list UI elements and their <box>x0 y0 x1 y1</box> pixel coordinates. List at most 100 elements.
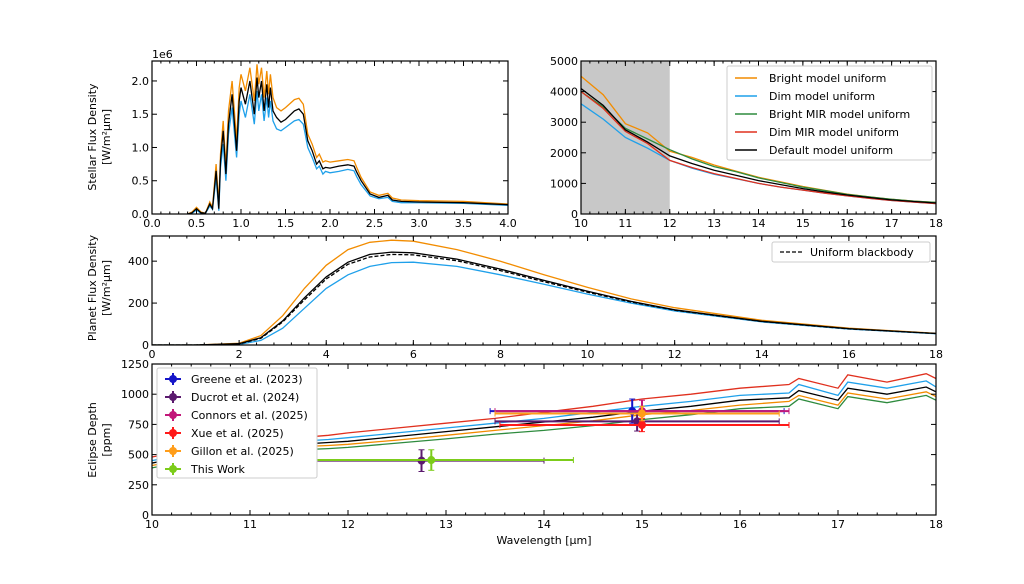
y-tick-label: 5000 <box>550 55 578 68</box>
x-tick-label: 16 <box>733 518 747 531</box>
y-tick-label: 0 <box>571 208 578 221</box>
x-tick-label: 1.5 <box>277 217 295 230</box>
legend-label: Xue et al. (2025) <box>191 427 284 440</box>
x-tick-label: 14 <box>755 348 769 361</box>
x-tick-label: 2.5 <box>366 217 384 230</box>
planet-ylabel-1: Planet Flux Density <box>86 234 99 341</box>
series-line-4 <box>581 87 936 204</box>
legend-box <box>156 367 318 479</box>
eclipse-xlabel: Wavelength [μm] <box>496 534 591 547</box>
legend-label: This Work <box>190 463 245 476</box>
x-tick-label: 8 <box>497 348 504 361</box>
plot-area <box>581 75 936 205</box>
x-tick-label: 15 <box>635 518 649 531</box>
y-tick-label: 1250 <box>121 358 149 371</box>
planet-ylabel-2: [W/m²μm] <box>100 260 113 316</box>
x-tick-label: 10 <box>581 348 595 361</box>
x-tick-label: 14 <box>537 518 551 531</box>
series-line-2 <box>187 77 508 214</box>
x-tick-label: 3.5 <box>455 217 473 230</box>
legend-label: Greene et al. (2023) <box>191 373 303 386</box>
legend-label: Uniform blackbody <box>810 246 914 259</box>
x-tick-label: 2.0 <box>321 217 339 230</box>
legend-label: Dim MIR model uniform <box>769 126 899 139</box>
series-line-0 <box>152 239 936 345</box>
x-tick-label: 0.5 <box>188 217 206 230</box>
y-tick-label: 1.0 <box>132 141 150 154</box>
x-tick-label: 17 <box>831 518 845 531</box>
x-tick-label: 12 <box>341 518 355 531</box>
y-tick-label: 500 <box>128 449 149 462</box>
legend-marker <box>169 411 177 419</box>
eclipse-ylabel-2: [ppm] <box>100 423 113 456</box>
x-tick-label: 12 <box>663 217 677 230</box>
y-tick-label: 200 <box>128 297 149 310</box>
legend-box <box>771 241 931 263</box>
legend-marker <box>169 465 177 473</box>
y-tick-label: 250 <box>128 479 149 492</box>
y-tick-label: 3000 <box>550 116 578 129</box>
stellar-scale-label: 1e6 <box>152 48 173 61</box>
legend-label: Connors et al. (2025) <box>191 409 308 422</box>
x-tick-label: 13 <box>439 518 453 531</box>
x-tick-label: 16 <box>842 348 856 361</box>
legend-marker <box>169 393 177 401</box>
legend-label: Default model uniform <box>769 144 893 157</box>
x-tick-label: 18 <box>929 217 943 230</box>
legend-label: Ducrot et al. (2024) <box>191 391 299 404</box>
x-tick-label: 0.0 <box>143 217 161 230</box>
x-tick-label: 11 <box>243 518 257 531</box>
legend-marker <box>169 447 177 455</box>
legend-label: Bright model uniform <box>769 72 886 85</box>
y-tick-label: 1000 <box>121 388 149 401</box>
series-line-3 <box>581 91 936 205</box>
eclipse-depth-panel: 10 11 12 13 14 15 16 17 18 0 250 500 750 1000 1250 Gree… <box>121 358 943 531</box>
series-line-3 <box>152 253 936 345</box>
x-tick-label: 15 <box>796 217 810 230</box>
x-tick-label: 11 <box>618 217 632 230</box>
stellar-ylabel-2: [W/m²μm] <box>100 109 113 165</box>
data-point <box>427 456 436 465</box>
x-tick-label: 4.0 <box>499 217 517 230</box>
errorbar-5 <box>288 449 574 471</box>
data-point <box>638 421 646 430</box>
y-tick-label: 0 <box>142 339 149 352</box>
y-tick-label: 400 <box>128 255 149 268</box>
stellar-ylabel-1: Stellar Flux Density <box>86 83 99 191</box>
x-tick-label: 16 <box>840 217 854 230</box>
stellar-flux-zoom-panel: 10 11 12 13 14 15 16 17 18 0 1000 2000 3000 4000 5000 B… <box>550 55 943 230</box>
y-tick-label: 2.0 <box>132 75 150 88</box>
y-tick-label: 4000 <box>550 86 578 99</box>
stellar-flux-panel: 0.0 0.5 1.0 1.5 2.0 2.5 3.0 3.5 4.0 0.0 0.5 1.0 1.5 2… <box>132 60 517 230</box>
legend-box <box>726 65 933 161</box>
eclipse-ylabel-1: Eclipse Depth <box>86 402 99 478</box>
y-tick-label: 750 <box>128 418 149 431</box>
y-tick-label: 2000 <box>550 147 578 160</box>
errorbar-1 <box>494 411 780 432</box>
y-tick-label: 0 <box>142 509 149 522</box>
x-tick-label: 18 <box>929 518 943 531</box>
legend-label: Dim model uniform <box>769 90 875 103</box>
series-line-1 <box>152 261 936 345</box>
x-tick-label: 4 <box>323 348 330 361</box>
x-tick-label: 18 <box>929 348 943 361</box>
y-tick-label: 1000 <box>550 177 578 190</box>
x-tick-label: 0 <box>149 348 156 361</box>
y-tick-label: 1.5 <box>132 108 150 121</box>
plot-area <box>152 239 936 345</box>
x-tick-label: 1.0 <box>232 217 250 230</box>
x-tick-label: 14 <box>752 217 766 230</box>
x-tick-label: 10 <box>574 217 588 230</box>
x-tick-label: 12 <box>668 348 682 361</box>
y-tick-label: 0.0 <box>132 208 150 221</box>
legend-label: Gillon et al. (2025) <box>191 445 294 458</box>
axes-frame <box>151 60 509 215</box>
plot-area <box>187 64 508 214</box>
x-tick-label: 10 <box>145 518 159 531</box>
x-tick-label: 6 <box>410 348 417 361</box>
planet-flux-panel: 0 2 4 6 8 10 12 14 16 18 0 200 400 Uniform blackbody <box>128 235 943 361</box>
x-tick-label: 13 <box>707 217 721 230</box>
legend-label: Bright MIR model uniform <box>769 108 910 121</box>
y-tick-label: 0.5 <box>132 175 150 188</box>
